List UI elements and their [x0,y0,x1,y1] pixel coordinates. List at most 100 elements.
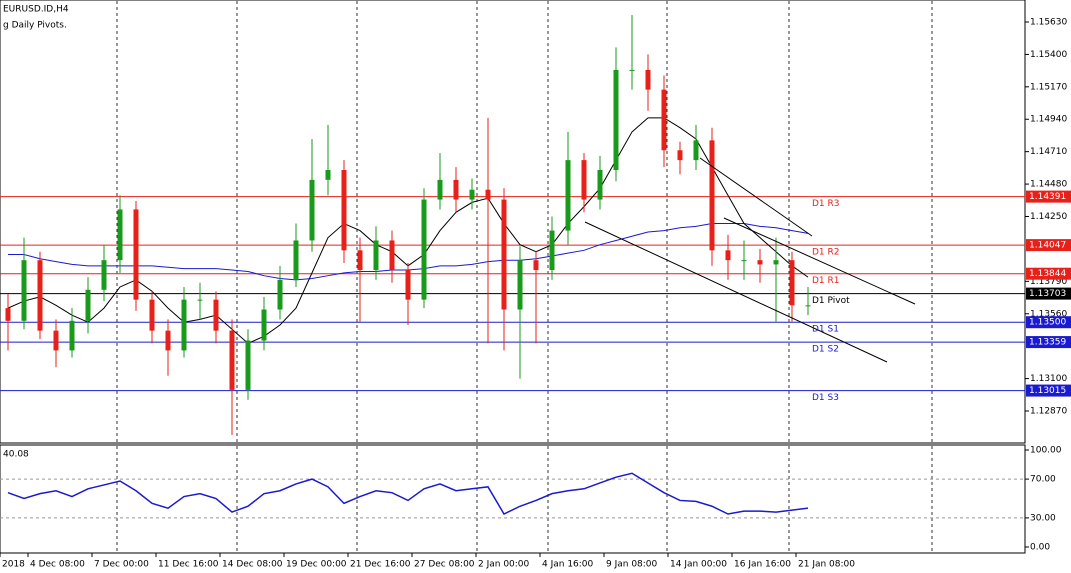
x-tick-label: 9 Jan 08:00 [606,560,658,570]
candle-body [21,260,27,321]
candle-body [37,260,43,331]
candle-body [789,260,795,306]
y-tick-label: 1.13560 [1030,309,1067,319]
pivot-name: D1 R3 [812,199,840,209]
candle-body [597,169,603,200]
candle-body [725,250,731,261]
candle-body [277,279,283,310]
candle-body [661,89,667,151]
candle-body [309,179,315,241]
y-tick-label: 1.14940 [1030,115,1067,125]
x-tick-label: 4 Dec 08:00 [30,560,85,570]
trend-line [699,157,813,237]
candle-body [757,260,763,265]
price-box-label: 1.13703 [1029,289,1066,299]
candle-body [501,199,507,310]
x-tick-label: 11 Dec 16:00 [158,560,219,570]
candle-body [565,160,571,231]
candle-body [229,330,235,390]
rsi-tick-label: 70.00 [1030,475,1056,485]
x-tick-label: 2018 [2,560,25,570]
candle-body [245,340,251,390]
rsi-value: 40.08 [3,450,29,460]
candle-body [437,179,443,200]
y-tick-label: 1.14710 [1030,147,1067,157]
price-box [1026,336,1071,349]
candle-body [149,299,155,331]
candle-body [549,230,555,271]
x-tick-label: 7 Dec 00:00 [94,560,149,570]
candle-body [325,169,331,180]
price-box [1026,316,1071,329]
price-box [1026,384,1071,397]
candle-body [261,309,267,341]
x-tick-label: 2 Jan 00:00 [478,560,530,570]
candle-body [645,69,651,90]
price-box [1026,287,1071,300]
y-tick-label: 1.13790 [1030,277,1067,287]
candle-body [629,69,635,71]
x-tick-label: 4 Jan 16:00 [542,560,594,570]
candle-body [85,289,91,321]
candle-body [453,179,459,200]
candle-body [709,140,715,251]
candle-body [581,160,587,200]
price-box-label: 1.14391 [1029,192,1066,202]
y-tick-label: 1.15170 [1030,82,1067,92]
y-tick-label: 1.14480 [1030,180,1067,190]
pivot-name: D1 S1 [812,325,839,335]
indicator-name: g Daily Pivots. [3,21,67,31]
y-tick-label: 1.15630 [1030,17,1067,27]
x-tick-label: 21 Dec 16:00 [350,560,411,570]
y-tick-label: 1.14250 [1030,212,1067,222]
candle-body [677,150,683,161]
trend-line [723,217,916,305]
x-tick-label: 14 Dec 08:00 [222,560,283,570]
candle-body [341,169,347,251]
candle-body [293,240,299,280]
y-tick-label: 1.15400 [1030,50,1067,60]
rsi-tick-label: 100.00 [1030,446,1062,456]
candle-body [213,299,219,331]
x-tick-label: 27 Dec 08:00 [414,560,475,570]
candle-body [773,260,779,265]
y-tick-label: 1.13100 [1030,374,1067,384]
rsi-line [7,472,809,515]
pivot-name: D1 S3 [812,393,839,403]
candle-body [117,209,123,261]
candle-body [389,240,395,271]
candle-body [421,199,427,300]
candle-body [805,305,811,307]
rsi-tick-label: 0.00 [1030,543,1050,553]
candle-body [373,240,379,271]
x-tick-label: 14 Jan 00:00 [670,560,727,570]
candle-body [5,308,11,321]
chart-title: EURUSD.ID,H4 [3,5,69,15]
price-box-label: 1.13844 [1029,269,1066,279]
candle-body [69,320,75,351]
price-box [1026,239,1071,252]
pivot-name: D1 S2 [812,345,839,355]
pivot-name: D1 R1 [812,276,840,286]
price-box-label: 1.13015 [1029,386,1066,396]
candle-body [133,209,139,300]
price-box-label: 1.14047 [1029,241,1066,251]
candle-body [613,69,619,170]
candle-body [357,250,363,271]
price-box [1026,267,1071,280]
candle-body [533,260,539,271]
rsi-pane [0,444,1026,554]
candle-body [405,270,411,300]
x-tick-label: 19 Dec 00:00 [286,560,347,570]
pivot-name: D1 R2 [812,248,840,258]
candle-body [693,140,699,161]
pivot-name: D1 Pivot [812,296,850,306]
candle-body [197,299,203,301]
candle-body [165,330,171,351]
x-tick-label: 16 Jan 16:00 [734,560,791,570]
x-tick-label: 21 Jan 08:00 [798,560,855,570]
candle-body [181,299,187,351]
candle-body [485,189,491,200]
candle-body [101,260,107,290]
